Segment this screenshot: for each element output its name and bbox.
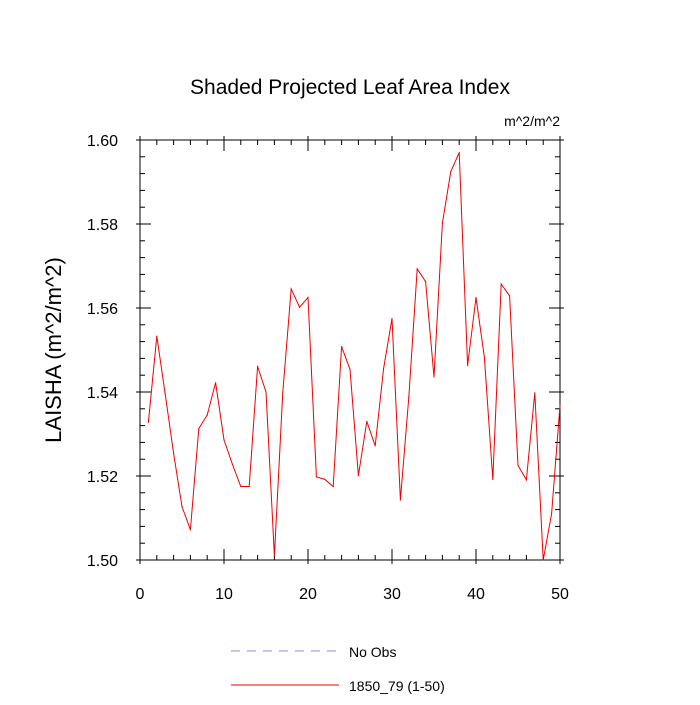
data-point: [349, 368, 351, 370]
y-tick-label: 1.60: [87, 133, 118, 150]
data-point: [198, 427, 200, 430]
chart-title: Shaded Projected Leaf Area Index: [190, 76, 510, 99]
data-point: [147, 421, 149, 423]
data-point: [248, 485, 250, 488]
data-point: [273, 555, 275, 557]
data-point: [324, 478, 326, 480]
data-point: [307, 296, 309, 299]
data-point: [542, 559, 544, 561]
data-point: [282, 391, 284, 393]
data-point: [366, 420, 368, 422]
y-tick-label: 1.50: [87, 553, 118, 570]
y-tick-label: 1.58: [87, 217, 118, 234]
x-tick-label: 20: [299, 586, 317, 603]
y-tick-label: 1.52: [87, 469, 118, 486]
y-axis-label: LAISHA (m^2/m^2): [41, 257, 66, 443]
plot-frame: [139, 139, 561, 561]
data-point: [341, 346, 343, 348]
axis-ticks: [136, 136, 564, 564]
data-point: [215, 382, 217, 384]
data-point: [399, 499, 401, 501]
data-point: [441, 222, 443, 224]
data-point: [173, 452, 175, 454]
y-tick-label: 1.54: [87, 385, 118, 402]
data-point: [265, 391, 267, 393]
data-point: [458, 152, 460, 154]
data-point: [509, 295, 511, 297]
series-layer: [147, 152, 561, 561]
x-tick-label: 0: [136, 586, 145, 603]
data-point: [189, 529, 191, 531]
axis-tick-labels: 0 10 20 30 40 50 1.50 1.52 1.54 1.56 1.58 1.60: [87, 133, 569, 603]
x-tick-label: 50: [551, 586, 569, 603]
data-point: [483, 356, 485, 359]
data-point: [357, 474, 359, 477]
data-point: [408, 396, 410, 399]
x-tick-label: 40: [467, 586, 485, 603]
data-point: [559, 404, 561, 407]
data-point: [467, 364, 469, 367]
data-point: [383, 367, 385, 370]
data-point: [257, 365, 259, 367]
data-point: [551, 513, 553, 515]
data-point: [290, 288, 292, 290]
data-point: [156, 335, 158, 337]
data-point: [500, 283, 502, 285]
data-point: [374, 445, 376, 447]
data-point: [240, 485, 242, 488]
y-tick-label: 1.56: [87, 301, 118, 318]
data-point: [315, 476, 317, 478]
data-point: [517, 464, 519, 467]
data-point: [492, 478, 494, 480]
data-point: [525, 479, 528, 481]
data-point: [332, 485, 334, 488]
legend-label-1850-79: 1850_79 (1-50): [349, 678, 445, 694]
data-point: [231, 463, 233, 465]
data-point: [433, 376, 435, 378]
data-point: [299, 306, 301, 308]
data-point: [391, 317, 393, 320]
series-line-1: [147, 152, 561, 561]
legend: No Obs 1850_79 (1-50): [231, 644, 445, 694]
data-point: [416, 268, 418, 270]
data-point: [206, 414, 208, 416]
data-point: [181, 506, 183, 508]
x-tick-label: 30: [383, 586, 401, 603]
data-point: [223, 439, 225, 441]
x-tick-label: 10: [215, 586, 233, 603]
data-point: [534, 392, 536, 394]
units-label: m^2/m^2: [504, 113, 560, 129]
data-point: [425, 280, 427, 283]
data-point: [450, 170, 452, 173]
data-point: [475, 296, 477, 299]
legend-label-no-obs: No Obs: [349, 644, 396, 660]
data-point: [164, 393, 166, 395]
